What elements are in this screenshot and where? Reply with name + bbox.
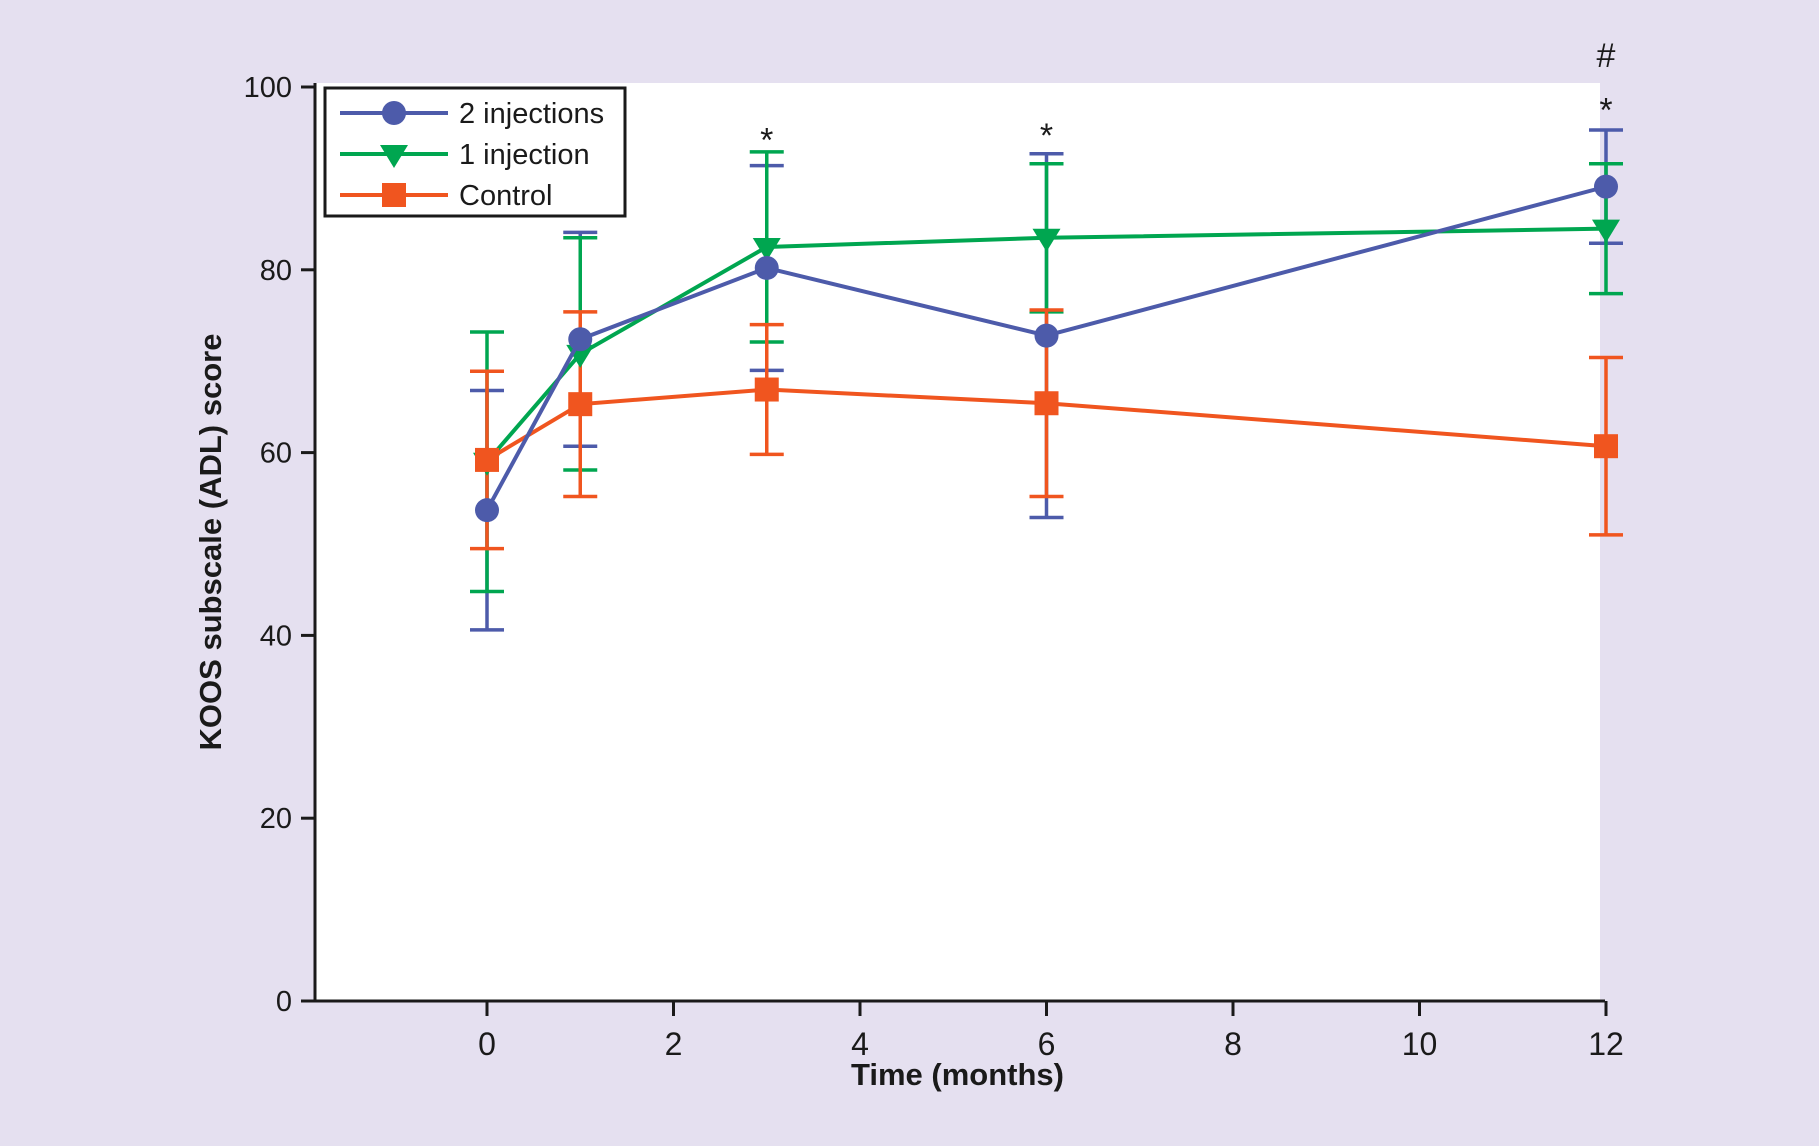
data-point-marker xyxy=(568,327,593,352)
data-point-marker xyxy=(382,183,406,207)
data-point-marker xyxy=(752,237,781,261)
x-axis: 0 2 4 6 8 10 12 xyxy=(478,1001,1624,1062)
data-point-marker xyxy=(1034,391,1059,416)
x-tick-label: 8 xyxy=(1224,1026,1242,1062)
data-point-marker xyxy=(754,255,779,280)
data-point-marker xyxy=(754,377,779,402)
data-point-marker xyxy=(380,145,408,168)
data-point-marker xyxy=(1032,228,1061,252)
y-tick-label: 40 xyxy=(260,620,292,652)
y-axis: 0 20 40 60 80 100 xyxy=(244,72,315,1018)
x-tick-label: 6 xyxy=(1038,1026,1056,1062)
significance-annotations: * * * # xyxy=(760,37,1615,160)
data-point-marker xyxy=(568,392,593,417)
legend-label: 1 injection xyxy=(459,139,590,171)
series-2-injections xyxy=(475,174,1618,523)
y-tick-label: 20 xyxy=(260,803,292,835)
series-control xyxy=(475,377,1618,472)
asterisk-annotation: * xyxy=(1040,117,1053,155)
x-axis-title: Time (months) xyxy=(851,1057,1064,1092)
data-point-marker xyxy=(1594,434,1618,459)
plot-area xyxy=(315,83,1600,1001)
y-tick-label: 80 xyxy=(260,255,292,287)
legend-item-control: Control xyxy=(340,180,553,212)
legend-label: 2 injections xyxy=(459,98,604,130)
y-axis-title: KOOS subscale (ADL) score xyxy=(193,334,228,751)
data-point-marker xyxy=(1034,323,1059,348)
legend-item-1-injection: 1 injection xyxy=(340,139,590,171)
x-tick-label: 4 xyxy=(851,1026,869,1062)
legend: 2 injections 1 injection Control xyxy=(323,86,627,218)
data-point-marker xyxy=(382,101,406,125)
data-point-marker xyxy=(475,498,499,523)
x-tick-label: 0 xyxy=(478,1026,496,1062)
y-tick-label: 60 xyxy=(260,438,292,470)
data-point-marker xyxy=(1592,219,1620,243)
y-tick-label: 0 xyxy=(276,986,292,1018)
legend-item-2-injections: 2 injections xyxy=(340,98,604,130)
x-tick-label: 12 xyxy=(1588,1026,1624,1062)
x-tick-label: 10 xyxy=(1402,1026,1438,1062)
data-point-marker xyxy=(1594,174,1618,199)
asterisk-annotation: * xyxy=(760,122,773,160)
data-point-marker xyxy=(475,447,499,472)
asterisk-annotation: * xyxy=(1599,92,1612,130)
y-tick-label: 100 xyxy=(244,72,292,104)
legend-label: Control xyxy=(459,180,553,212)
hash-annotation: # xyxy=(1597,37,1616,75)
x-tick-label: 2 xyxy=(665,1026,683,1062)
